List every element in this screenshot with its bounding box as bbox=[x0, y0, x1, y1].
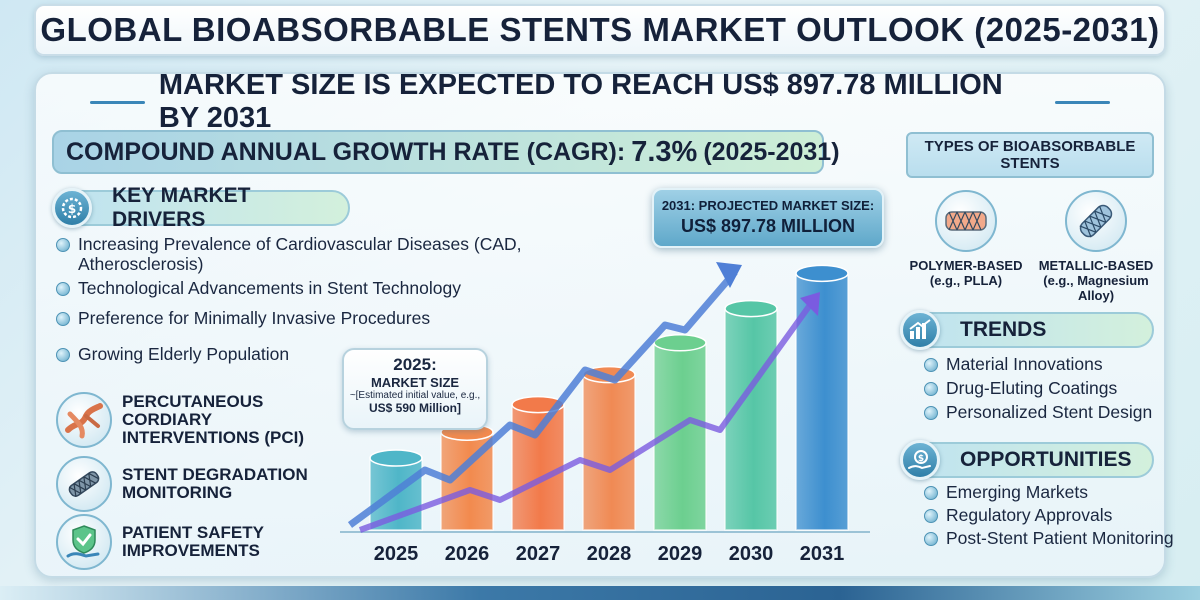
x-tick-label: 2026 bbox=[445, 543, 490, 565]
headline: MARKET SIZE IS EXPECTED TO REACH US$ 897… bbox=[90, 69, 1110, 134]
trends-list: Material Innovations Drug-Eluting Coatin… bbox=[924, 354, 1174, 426]
svg-text:$: $ bbox=[918, 454, 924, 464]
headline-dash-right bbox=[1055, 100, 1110, 104]
feature-pci: PERCUTANEOUS CORDIARY INTERVENTIONS (PCI… bbox=[56, 392, 332, 448]
market-size-chart: 2025 2026 2027 2028 2029 2030 2031 bbox=[340, 262, 870, 565]
type-name: POLYMER-BASED bbox=[909, 258, 1023, 273]
opportunity-item: Regulatory Approvals bbox=[924, 505, 1174, 528]
bar-top bbox=[653, 334, 707, 352]
bar-2027 bbox=[511, 395, 565, 531]
x-tick-label: 2025 bbox=[374, 543, 419, 565]
bar-top bbox=[795, 264, 849, 283]
callout-2031-value: US$ 897.78 MILLION bbox=[680, 216, 856, 236]
opportunities-header: OPPORTUNITIES bbox=[912, 442, 1154, 478]
trend-item: Drug-Eluting Coatings bbox=[924, 378, 1174, 402]
polymer-stent-icon bbox=[935, 190, 997, 252]
feature-safety: PATIENT SAFETY IMPROVEMENTS bbox=[56, 514, 332, 570]
feature-label: PERCUTANEOUS CORDIARY INTERVENTIONS (PCI… bbox=[122, 392, 304, 447]
opportunities-title: OPPORTUNITIES bbox=[960, 448, 1132, 471]
shield-hand-icon bbox=[56, 514, 112, 570]
bar-top bbox=[369, 449, 423, 467]
cagr-label: COMPOUND ANNUAL GROWTH RATE (CAGR): bbox=[66, 137, 626, 166]
trend-arrowhead-upper bbox=[716, 262, 742, 288]
trend-arrow-upper bbox=[347, 269, 738, 528]
types-title-line2: STENTS bbox=[1000, 155, 1060, 172]
dollar-gear-icon: $ bbox=[52, 188, 92, 228]
x-tick-label: 2027 bbox=[516, 543, 561, 565]
bar-chart-icon bbox=[900, 310, 940, 350]
driver-item: Preference for Minimally Invasive Proced… bbox=[56, 308, 546, 344]
bar-body bbox=[724, 307, 778, 531]
feature-degradation: STENT DEGRADATION MONITORING bbox=[56, 456, 332, 512]
drivers-list: Increasing Prevalence of Cardiovascular … bbox=[56, 234, 546, 368]
headline-dash-left bbox=[90, 100, 145, 104]
cagr-value: 7.3% bbox=[631, 135, 698, 168]
bar-top bbox=[724, 299, 778, 318]
types-title-line1: TYPES OF BIOABSORBABLE bbox=[924, 138, 1136, 155]
opportunity-item: Post-Stent Patient Monitoring bbox=[924, 528, 1174, 568]
driver-item: Technological Advancements in Stent Tech… bbox=[56, 278, 546, 308]
opportunity-item: Emerging Markets bbox=[924, 482, 1174, 505]
money-hand-icon: $ bbox=[900, 440, 940, 480]
x-tick-label: 2028 bbox=[587, 543, 632, 565]
feature-label: PATIENT SAFETY IMPROVEMENTS bbox=[122, 523, 264, 560]
drivers-header: KEY MARKET DRIVERS bbox=[64, 184, 350, 231]
artery-icon bbox=[56, 392, 112, 448]
x-tick-label: 2031 bbox=[800, 543, 845, 565]
feature-label: STENT DEGRADATION MONITORING bbox=[122, 465, 308, 502]
x-tick-label: 2030 bbox=[729, 543, 774, 565]
opportunities-list: Emerging Markets Regulatory Approvals Po… bbox=[924, 482, 1174, 568]
stent-mesh-icon bbox=[56, 456, 112, 512]
bar-body bbox=[582, 373, 636, 531]
callout-2025-year: 2025: bbox=[393, 355, 437, 374]
type-name: METALLIC-BASED bbox=[1038, 258, 1154, 273]
page-title: GLOBAL BIOABSORBABLE STENTS MARKET OUTLO… bbox=[34, 4, 1166, 56]
driver-item: Increasing Prevalence of Cardiovascular … bbox=[56, 234, 546, 278]
type-polymer: POLYMER-BASED (e.g., PLLA) bbox=[906, 190, 1026, 288]
trend-item: Personalized Stent Design bbox=[924, 402, 1174, 426]
trends-title: TRENDS bbox=[960, 318, 1047, 341]
metallic-stent-icon bbox=[1065, 190, 1127, 252]
callout-2031-label: 2031: PROJECTED MARKET SIZE: bbox=[661, 198, 875, 213]
callout-2025-value: US$ 590 Million] bbox=[368, 401, 462, 415]
svg-text:$: $ bbox=[68, 202, 76, 216]
drivers-title: KEY MARKET DRIVERS bbox=[112, 184, 251, 231]
callout-2025: 2025: MARKET SIZE ~[Estimated initial va… bbox=[342, 348, 488, 430]
callout-2025-sub: ~[Estimated initial value, e.g., bbox=[349, 390, 481, 401]
cagr-box: COMPOUND ANNUAL GROWTH RATE (CAGR): 7.3%… bbox=[52, 130, 840, 174]
trend-item: Material Innovations bbox=[924, 354, 1174, 378]
bottom-strip bbox=[0, 586, 1200, 600]
types-header: TYPES OF BIOABSORBABLE STENTS bbox=[906, 132, 1154, 178]
trends-header: TRENDS bbox=[912, 312, 1154, 348]
bar-2031 bbox=[795, 264, 849, 531]
trend-arrow-lower bbox=[358, 303, 813, 533]
bar-body bbox=[511, 403, 565, 531]
bar-2029 bbox=[653, 334, 707, 531]
headline-text: MARKET SIZE IS EXPECTED TO REACH US$ 897… bbox=[158, 69, 1003, 134]
callout-2025-label: MARKET SIZE bbox=[370, 375, 460, 390]
callout-2031: 2031: PROJECTED MARKET SIZE: US$ 897.78 … bbox=[652, 188, 884, 248]
driver-item: Growing Elderly Population bbox=[56, 344, 546, 368]
x-tick-label: 2029 bbox=[658, 543, 703, 565]
type-sub: (e.g., PLLA) bbox=[929, 273, 1003, 288]
bar-2028 bbox=[582, 365, 636, 531]
trend-arrowhead-lower bbox=[800, 292, 820, 316]
cagr-period: (2025-2031) bbox=[703, 137, 840, 166]
type-metallic: METALLIC-BASED (e.g., Magnesium Alloy) bbox=[1036, 190, 1156, 303]
type-sub: (e.g., Magnesium Alloy) bbox=[1043, 273, 1149, 303]
